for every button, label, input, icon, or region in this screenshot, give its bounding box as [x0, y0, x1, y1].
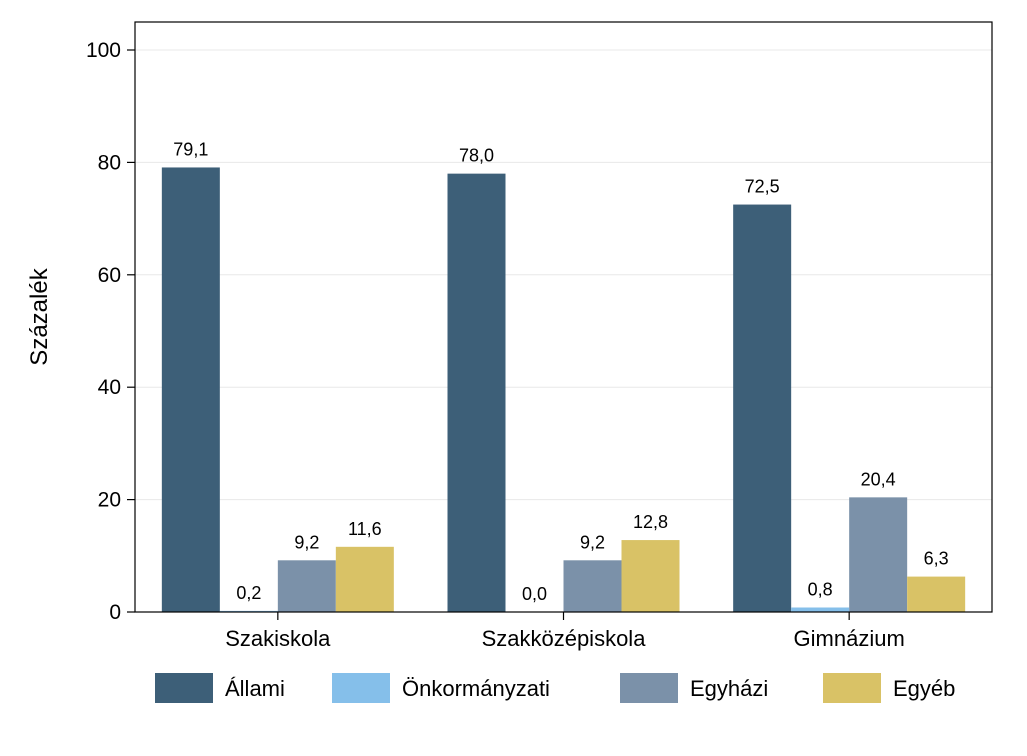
- bar-value-label: 9,2: [580, 532, 605, 552]
- y-axis-title: Százalék: [26, 267, 53, 365]
- bar: [447, 173, 506, 612]
- bar-value-label: 9,2: [294, 532, 319, 552]
- y-tick-label: 100: [86, 39, 121, 62]
- bar-value-label: 6,3: [924, 549, 949, 569]
- bar-value-label: 11,6: [348, 519, 382, 539]
- legend-swatch: [823, 673, 881, 703]
- bar-value-label: 12,8: [633, 512, 668, 532]
- category-label: Szakiskola: [225, 626, 331, 651]
- bar: [161, 167, 220, 612]
- bar: [621, 540, 680, 612]
- bar-value-label: 72,5: [745, 177, 780, 197]
- category-label: Gimnázium: [794, 626, 905, 651]
- bar-value-label: 0,8: [808, 580, 833, 600]
- legend-label: Egyéb: [893, 676, 955, 701]
- y-tick-label: 0: [109, 601, 121, 624]
- bar-value-label: 0,2: [236, 583, 261, 603]
- y-tick-label: 40: [98, 376, 121, 399]
- bar: [733, 204, 792, 613]
- bars: [161, 167, 966, 613]
- bar-value-label: 20,4: [861, 469, 896, 489]
- y-tick-label: 60: [98, 264, 121, 287]
- legend-swatch: [155, 673, 213, 703]
- axes: 0 20 40 60 80 100 Szakiskola Szakközépiskola Gim…: [86, 21, 993, 651]
- legend-label: Állami: [225, 676, 285, 701]
- legend-swatch: [332, 673, 390, 703]
- category-label: Szakközépiskola: [482, 626, 647, 651]
- bar: [907, 576, 966, 612]
- bar: [563, 560, 622, 612]
- y-tick-label: 20: [98, 489, 121, 512]
- bar-value-label: 78,0: [459, 146, 494, 166]
- bar-value-label: 0,0: [522, 584, 547, 604]
- grid-lines: [135, 49, 992, 501]
- bar-value-label: 79,1: [173, 139, 208, 159]
- data-labels: 79,1 0,2 9,2 11,6 78,0 0,0 9,2 12,8 72,5 0,8 20,4 6…: [173, 139, 948, 604]
- legend-swatch: [620, 673, 678, 703]
- y-tick-label: 80: [98, 151, 121, 174]
- bar: [277, 560, 336, 612]
- bar: [849, 497, 908, 612]
- bar: [791, 607, 850, 612]
- legend: Állami Önkormányzati Egyházi Egyéb: [155, 673, 955, 703]
- legend-label: Egyházi: [690, 676, 768, 701]
- legend-label: Önkormányzati: [402, 676, 550, 701]
- bar: [335, 546, 394, 612]
